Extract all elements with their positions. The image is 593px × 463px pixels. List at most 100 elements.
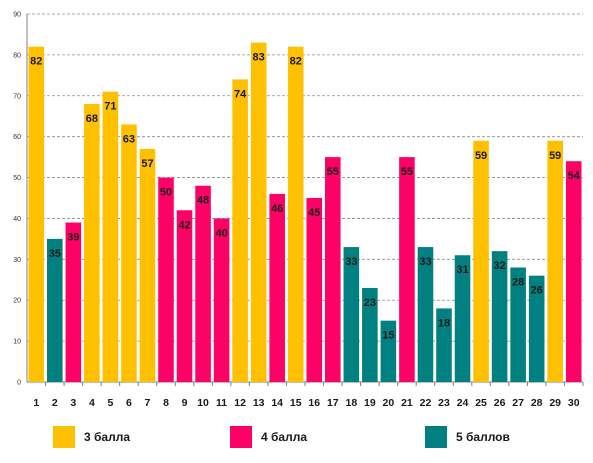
bar bbox=[269, 193, 285, 382]
x-tick-label: 17 bbox=[327, 397, 339, 409]
bar bbox=[28, 46, 45, 382]
x-tick-label: 11 bbox=[216, 397, 227, 409]
data-label: 83 bbox=[253, 52, 265, 64]
x-tick-label: 7 bbox=[145, 397, 151, 409]
data-label: 31 bbox=[456, 264, 468, 276]
y-tick-label: 90 bbox=[13, 12, 21, 19]
legend-label-5: 5 баллов bbox=[456, 430, 510, 444]
x-tick-label: 14 bbox=[271, 397, 283, 409]
x-tick-label: 27 bbox=[512, 397, 524, 409]
legend-item-3: 3 балла bbox=[53, 424, 130, 450]
x-tick-label: 9 bbox=[182, 397, 188, 409]
data-label: 45 bbox=[308, 207, 320, 219]
data-label: 48 bbox=[197, 195, 209, 207]
x-tick-label: 18 bbox=[345, 397, 357, 409]
x-tick-label: 23 bbox=[438, 397, 450, 409]
data-label: 33 bbox=[345, 256, 357, 268]
data-label: 42 bbox=[178, 219, 190, 231]
y-tick-label: 50 bbox=[13, 175, 21, 182]
x-tick-label: 22 bbox=[420, 397, 432, 409]
bar bbox=[232, 79, 248, 382]
data-label: 50 bbox=[160, 187, 172, 199]
bar bbox=[380, 320, 397, 382]
bar bbox=[65, 222, 82, 382]
bar bbox=[473, 140, 489, 382]
bar bbox=[84, 103, 100, 382]
x-tick-label: 19 bbox=[364, 397, 376, 409]
data-label: 18 bbox=[438, 317, 450, 329]
x-tick-label: 5 bbox=[107, 397, 113, 409]
data-label: 15 bbox=[382, 330, 394, 342]
bar bbox=[454, 255, 471, 382]
x-tick-label: 4 bbox=[89, 397, 95, 409]
x-tick-label: 10 bbox=[197, 397, 209, 409]
bar bbox=[417, 247, 434, 382]
bar bbox=[510, 267, 526, 382]
data-label: 33 bbox=[419, 256, 431, 268]
x-tick-label: 2 bbox=[52, 397, 58, 409]
data-label: 26 bbox=[531, 285, 543, 297]
bar bbox=[399, 157, 415, 382]
bar bbox=[195, 185, 211, 382]
y-tick-label: 0 bbox=[17, 380, 21, 387]
bar bbox=[213, 218, 230, 382]
x-tick-label: 25 bbox=[475, 397, 487, 409]
y-tick-label: 30 bbox=[13, 257, 21, 264]
y-tick-label: 70 bbox=[13, 93, 21, 100]
x-tick-label: 3 bbox=[70, 397, 76, 409]
data-label: 82 bbox=[30, 56, 42, 68]
data-label: 46 bbox=[271, 203, 283, 215]
data-label: 28 bbox=[512, 277, 524, 289]
bar bbox=[528, 275, 545, 382]
x-tick-label: 13 bbox=[253, 397, 265, 409]
x-tick-label: 6 bbox=[126, 397, 132, 409]
data-label: 59 bbox=[475, 150, 487, 162]
data-label: 82 bbox=[290, 56, 302, 68]
data-label: 59 bbox=[549, 150, 561, 162]
data-label: 55 bbox=[401, 166, 413, 178]
x-tick-label: 12 bbox=[234, 397, 246, 409]
bar bbox=[325, 157, 341, 382]
bar bbox=[547, 140, 563, 382]
bar bbox=[287, 46, 304, 382]
bar bbox=[102, 91, 119, 382]
data-label: 71 bbox=[104, 101, 116, 113]
x-tick-label: 1 bbox=[33, 397, 39, 409]
bar bbox=[139, 148, 156, 382]
x-tick-label: 28 bbox=[531, 397, 543, 409]
data-label: 23 bbox=[364, 297, 376, 309]
y-tick-label: 20 bbox=[13, 298, 21, 305]
data-label: 74 bbox=[234, 88, 247, 100]
x-tick-label: 21 bbox=[401, 397, 413, 409]
x-tick-label: 24 bbox=[457, 397, 469, 409]
y-tick-label: 40 bbox=[13, 216, 21, 223]
bar bbox=[491, 251, 508, 382]
data-label: 68 bbox=[86, 113, 98, 125]
data-label: 57 bbox=[141, 158, 153, 170]
legend-item-4: 4 балла bbox=[230, 424, 307, 450]
data-label: 39 bbox=[67, 232, 79, 244]
data-label: 40 bbox=[215, 227, 227, 239]
x-tick-label: 20 bbox=[383, 397, 395, 409]
legend-swatch-5 bbox=[425, 426, 447, 448]
legend-item-5: 5 баллов bbox=[425, 424, 510, 450]
bar bbox=[47, 238, 63, 382]
legend-label-4: 4 балла bbox=[261, 430, 308, 444]
bar bbox=[121, 124, 137, 383]
x-tick-label: 26 bbox=[494, 397, 506, 409]
data-label: 54 bbox=[568, 170, 581, 182]
bar bbox=[158, 177, 174, 382]
bar bbox=[362, 287, 378, 382]
y-tick-label: 10 bbox=[13, 339, 21, 346]
bar bbox=[565, 161, 582, 382]
data-label: 55 bbox=[327, 166, 339, 178]
y-tick-label: 60 bbox=[13, 134, 21, 141]
x-tick-label: 8 bbox=[163, 397, 169, 409]
bar bbox=[306, 198, 323, 382]
data-label: 35 bbox=[49, 248, 61, 260]
bar bbox=[343, 247, 360, 382]
x-tick-label: 29 bbox=[549, 397, 561, 409]
legend-label-3: 3 балла bbox=[84, 430, 131, 444]
bar bbox=[250, 42, 267, 382]
